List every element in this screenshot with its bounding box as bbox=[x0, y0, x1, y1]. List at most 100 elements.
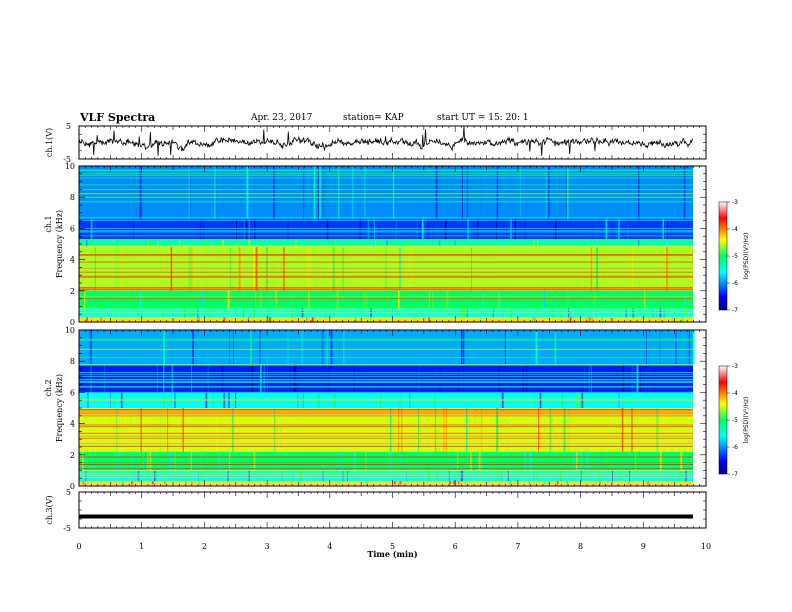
spectrogram-streak bbox=[579, 481, 581, 486]
colorbar-tick-label: -6 bbox=[732, 444, 738, 451]
spectrogram-streak bbox=[547, 166, 550, 220]
spectrogram-streak bbox=[231, 330, 232, 365]
spectrogram-line bbox=[79, 426, 693, 428]
spectrogram-streak bbox=[139, 290, 141, 308]
colorbar bbox=[718, 201, 728, 311]
spectrogram-streak bbox=[605, 219, 608, 240]
spectrogram-streak bbox=[149, 451, 152, 471]
spectrogram-streak bbox=[522, 364, 525, 393]
spectrogram-streak bbox=[286, 330, 288, 365]
spectrogram-streak bbox=[583, 364, 586, 393]
colorbar-tick-label: -4 bbox=[732, 390, 738, 397]
spectrogram-streak bbox=[680, 451, 683, 471]
spectrogram-streak bbox=[647, 481, 649, 486]
spectrogram-streak bbox=[474, 408, 476, 452]
spectrogram-streak bbox=[689, 239, 691, 248]
spectrogram-streak bbox=[148, 239, 149, 248]
spectrogram-streak bbox=[270, 290, 273, 308]
spectrogram-streak bbox=[343, 239, 346, 248]
spectrogram-streak bbox=[113, 239, 115, 248]
spectrogram-streak bbox=[549, 408, 552, 452]
spectrogram-streak bbox=[248, 219, 250, 240]
spectrogram-streak bbox=[385, 247, 387, 291]
spectrogram-line bbox=[79, 385, 693, 387]
spectrogram-streak bbox=[482, 290, 485, 308]
spectrogram-streak bbox=[328, 364, 330, 393]
spectrogram-streak bbox=[254, 219, 256, 240]
spectrogram-streak bbox=[435, 451, 438, 471]
spectrogram-streak bbox=[200, 451, 203, 471]
spectrogram-streak bbox=[432, 290, 434, 308]
spectrogram-line bbox=[79, 348, 693, 350]
spectrogram-streak bbox=[86, 317, 88, 322]
spectrogram-streak bbox=[304, 317, 306, 322]
spectrogram-streak bbox=[432, 219, 434, 240]
spectrogram-line bbox=[79, 217, 693, 219]
spectrogram-streak bbox=[119, 408, 121, 452]
spectrogram-streak bbox=[591, 364, 592, 393]
spectrogram-streak bbox=[555, 219, 557, 240]
y-tick-label: 0 bbox=[70, 318, 75, 327]
spectrogram-streak bbox=[131, 451, 133, 471]
spectrogram-streak bbox=[185, 470, 187, 482]
spectrogram-streak bbox=[504, 330, 507, 365]
spectrogram-line bbox=[79, 445, 693, 447]
spectrogram-streak bbox=[528, 481, 530, 486]
spectrogram-streak bbox=[136, 290, 137, 308]
spectrogram-line bbox=[79, 379, 693, 380]
spectrogram-streak bbox=[517, 239, 519, 248]
spectrogram-streak bbox=[248, 470, 250, 482]
spectrogram-streak bbox=[631, 364, 633, 393]
spectrogram-streak bbox=[458, 481, 460, 486]
spectrogram-streak bbox=[650, 481, 652, 486]
spectrogram-streak bbox=[199, 481, 201, 486]
spectrogram-streak bbox=[233, 330, 234, 365]
spectrogram-streak bbox=[342, 470, 344, 482]
spectrogram-line bbox=[79, 174, 693, 176]
spectrogram-streak bbox=[227, 470, 229, 482]
spectrogram-streak bbox=[338, 330, 341, 365]
spectrogram-streak bbox=[481, 408, 483, 452]
spectrogram-streak bbox=[624, 481, 626, 486]
spectrogram-line bbox=[79, 235, 693, 237]
spectrogram-streak bbox=[86, 239, 88, 248]
spectrogram-streak bbox=[498, 364, 500, 393]
spectrogram-streak bbox=[601, 317, 603, 322]
spectrogram-streak bbox=[352, 317, 354, 322]
spectrogram-streak bbox=[121, 481, 124, 486]
spectrogram-streak bbox=[223, 317, 226, 322]
colorbar bbox=[718, 365, 728, 475]
spectrogram-streak bbox=[82, 481, 85, 486]
spectrogram-streak bbox=[253, 247, 255, 291]
spectrogram-streak bbox=[289, 364, 291, 393]
spectrogram-streak bbox=[191, 481, 193, 486]
spectrogram-line bbox=[79, 437, 693, 439]
spectrogram-streak bbox=[402, 451, 404, 471]
spectrogram-streak bbox=[624, 470, 627, 482]
spectrogram-streak bbox=[496, 166, 499, 220]
spectrogram-streak bbox=[538, 408, 539, 452]
spectrogram-line bbox=[79, 424, 693, 426]
spectrogram-streak bbox=[612, 470, 613, 482]
waveform-ch1-trace bbox=[78, 126, 694, 156]
spectrogram-streak bbox=[412, 317, 415, 322]
spectrogram-streak bbox=[543, 290, 546, 308]
spectrogram-streak bbox=[190, 166, 191, 220]
spectrogram-streak bbox=[255, 247, 258, 291]
spectrogram-streak bbox=[222, 239, 225, 248]
spectrogram-streak bbox=[133, 451, 135, 471]
spectrogram-streak bbox=[244, 219, 246, 240]
spectrogram-streak bbox=[295, 317, 297, 322]
spectrogram-streak bbox=[439, 364, 441, 393]
spectrogram-streak bbox=[248, 317, 250, 322]
spectrogram-line bbox=[79, 289, 693, 291]
spectrogram-streak bbox=[418, 364, 420, 393]
spectrogram-line bbox=[79, 308, 693, 310]
spectrogram-streak bbox=[467, 219, 470, 240]
spectrogram-streak bbox=[675, 330, 677, 365]
spectrogram-streak bbox=[103, 330, 106, 365]
spectrogram-streak bbox=[131, 481, 133, 486]
colorbar-tick-label: -6 bbox=[732, 280, 738, 287]
spectrogram-streak bbox=[533, 317, 536, 322]
spectrogram-streak bbox=[428, 290, 431, 308]
